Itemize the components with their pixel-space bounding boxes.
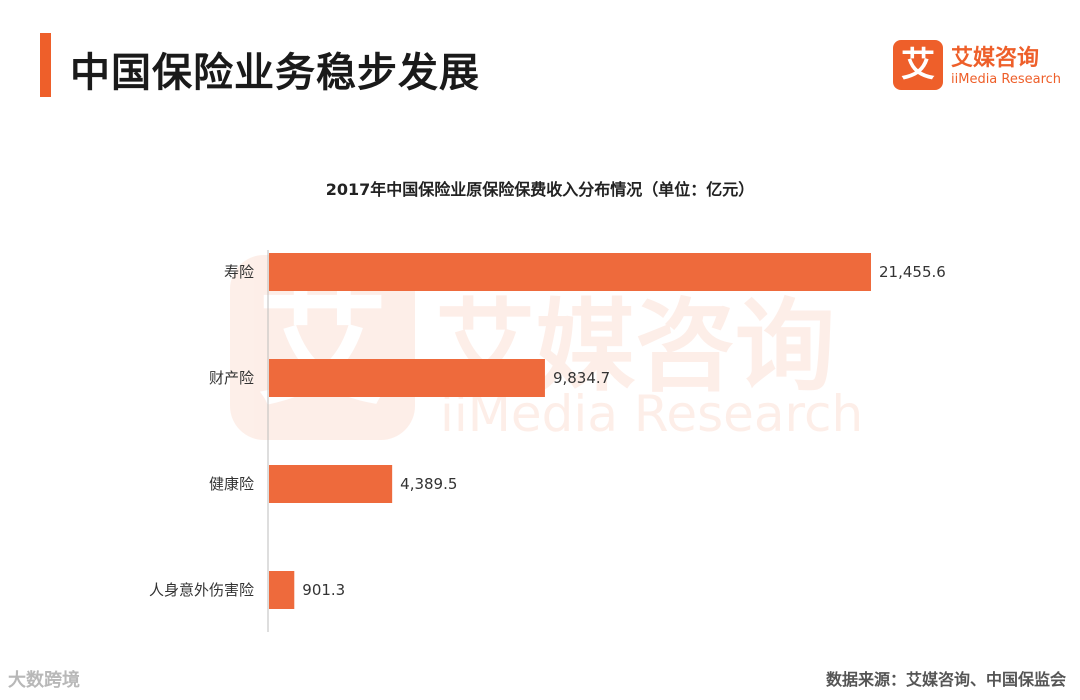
title-accent-bar bbox=[40, 33, 51, 97]
page-title: 中国保险业务稳步发展 bbox=[70, 50, 480, 96]
chart-title: 2017年中国保险业原保险保费收入分布情况（单位：亿元） bbox=[325, 180, 755, 199]
bar-1 bbox=[269, 359, 545, 397]
bar-3 bbox=[269, 571, 295, 609]
data-source: 数据来源：艾媒咨询、中国保监会 bbox=[825, 670, 1066, 689]
value-label-2: 4,389.5 bbox=[400, 475, 457, 493]
brand-name-cn: 艾媒咨询 bbox=[951, 46, 1040, 71]
value-label-0: 21,455.6 bbox=[879, 263, 946, 281]
brand-name-en: iiMedia Research bbox=[951, 72, 1062, 87]
category-label-3: 人身意外伤害险 bbox=[149, 581, 254, 599]
brand-logo: 艾 艾媒咨询 iiMedia Research bbox=[893, 40, 1068, 95]
corner-watermark: 大数跨境 bbox=[8, 670, 80, 691]
bar-2 bbox=[269, 465, 393, 503]
category-label-2: 健康险 bbox=[209, 475, 254, 493]
brand-logo-mark: 艾 bbox=[893, 40, 943, 90]
value-label-3: 901.3 bbox=[302, 581, 345, 599]
bar-0 bbox=[269, 253, 871, 291]
category-label-1: 财产险 bbox=[209, 369, 254, 387]
value-label-1: 9,834.7 bbox=[553, 369, 610, 387]
category-label-0: 寿险 bbox=[224, 263, 254, 281]
